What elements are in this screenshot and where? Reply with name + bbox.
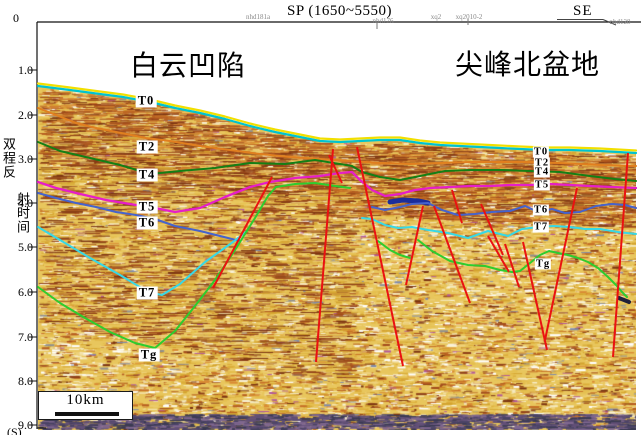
fault-line-4 xyxy=(213,177,272,288)
scale-bar-label: 10km xyxy=(39,392,132,409)
tick-label-4.0: 4.0 xyxy=(9,197,33,209)
horizon-Tg-left xyxy=(38,183,350,348)
fault-line-6 xyxy=(452,190,462,223)
tick-label-2.0: 2.0 xyxy=(9,109,33,121)
horizon-T6-right xyxy=(372,203,636,215)
horizon-label-left-T2: T2 xyxy=(137,141,158,154)
seismic-profile-figure: SP (1650~5550) SE 白云凹陷 尖峰北盆地 0 双程反 射时间 (… xyxy=(0,0,644,435)
horizon-label-left-Tg: Tg xyxy=(139,349,160,362)
well-label-xq2: xq2 xyxy=(431,14,442,21)
horizon-label-right-T0: T0 xyxy=(533,147,549,158)
tick-label-7.0: 7.0 xyxy=(9,331,33,343)
horizon-label-left-T0: T0 xyxy=(136,95,157,108)
well-label-nhd181a: nhd181a xyxy=(246,14,270,21)
horizon-label-left-T4: T4 xyxy=(137,169,158,182)
tick-label-1.0: 1.0 xyxy=(9,64,33,76)
horizon-dark-blob xyxy=(619,298,629,302)
tick-label-9.0: 9.0 xyxy=(9,419,33,431)
horizon-label-right-T7: T7 xyxy=(533,222,549,233)
horizon-label-right-T5: T5 xyxy=(534,180,550,191)
region-label-jianfeng-north-basin: 尖峰北盆地 xyxy=(455,43,600,83)
fault-line-13 xyxy=(613,153,628,357)
well-label-nhd128: nhd128 xyxy=(610,19,631,26)
region-label-baiyun-sag: 白云凹陷 xyxy=(130,44,246,84)
horizon-label-right-T4: T4 xyxy=(534,167,550,178)
scale-bar: 10km xyxy=(38,391,133,420)
horizon-label-left-T5: T5 xyxy=(137,201,158,214)
tick-label-5.0: 5.0 xyxy=(9,241,33,253)
well-label-nhd176: nhd176 xyxy=(373,18,394,25)
horizon-T7-right xyxy=(362,218,636,238)
scale-bar-rule xyxy=(55,412,119,416)
tick-label-3.0: 3.0 xyxy=(9,153,33,165)
well-label-xq2010-2: xq2010-2 xyxy=(456,14,483,21)
tick-label-8.0: 8.0 xyxy=(9,375,33,387)
horizon-T0-casing xyxy=(38,84,636,151)
axis-zero-label: 0 xyxy=(13,11,19,26)
horizon-label-left-T6: T6 xyxy=(137,217,158,230)
horizon-label-right-T6: T6 xyxy=(533,205,549,216)
fault-line-9 xyxy=(488,236,509,272)
horizon-label-left-T7: T7 xyxy=(137,287,158,300)
fault-line-5 xyxy=(406,206,423,285)
direction-label-se: SE xyxy=(573,3,593,20)
fault-line-10 xyxy=(505,244,519,287)
tick-label-6.0: 6.0 xyxy=(9,286,33,298)
fault-line-1 xyxy=(316,149,333,362)
horizon-label-right-Tg: Tg xyxy=(535,259,551,270)
horizon-Tg-graben xyxy=(378,241,410,258)
